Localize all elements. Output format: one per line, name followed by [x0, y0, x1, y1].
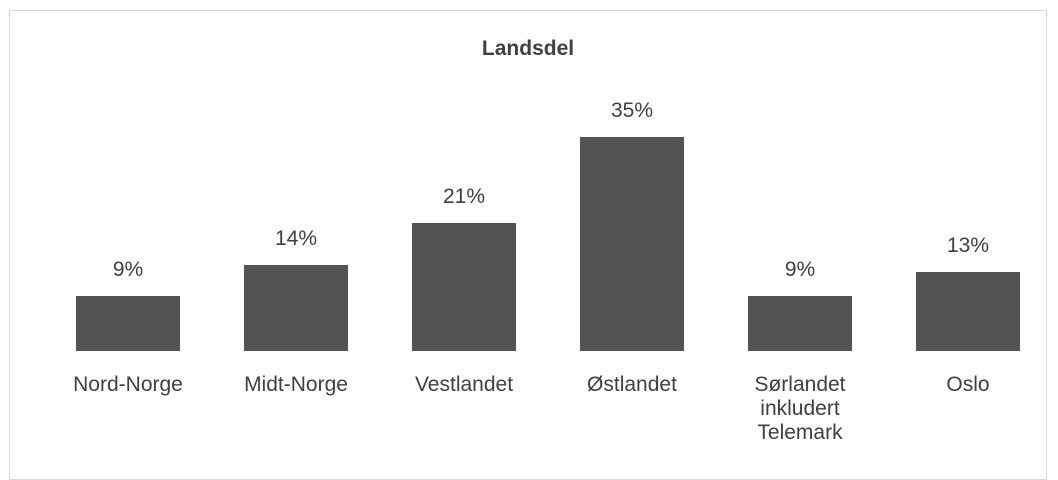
bar	[76, 295, 180, 351]
data-label: 35%	[610, 99, 654, 122]
chart: Landsdel 9% Nord-Norge 14% Midt-Norge 21% Ves…	[9, 10, 1047, 480]
data-label: 14%	[274, 227, 318, 251]
x-tick-label: Østlandet	[587, 373, 677, 396]
chart-title: Landsdel	[481, 37, 575, 60]
bar	[412, 222, 516, 351]
data-label: 9%	[784, 257, 816, 281]
x-tick-label: Nord-Norge	[73, 373, 183, 396]
bar	[580, 137, 684, 351]
bar	[244, 265, 348, 351]
data-label: 9%	[112, 257, 144, 281]
data-label: 13%	[946, 233, 990, 257]
x-tick-label: Vestlandet	[414, 373, 514, 396]
bar	[916, 271, 1020, 351]
x-tick-label: Midt-Norge	[244, 373, 348, 396]
data-label: 21%	[442, 184, 486, 208]
x-tick-label: Sørlandet inkludert Telemark	[754, 373, 846, 444]
x-tick-label: Oslo	[946, 373, 990, 396]
bar	[748, 295, 852, 351]
